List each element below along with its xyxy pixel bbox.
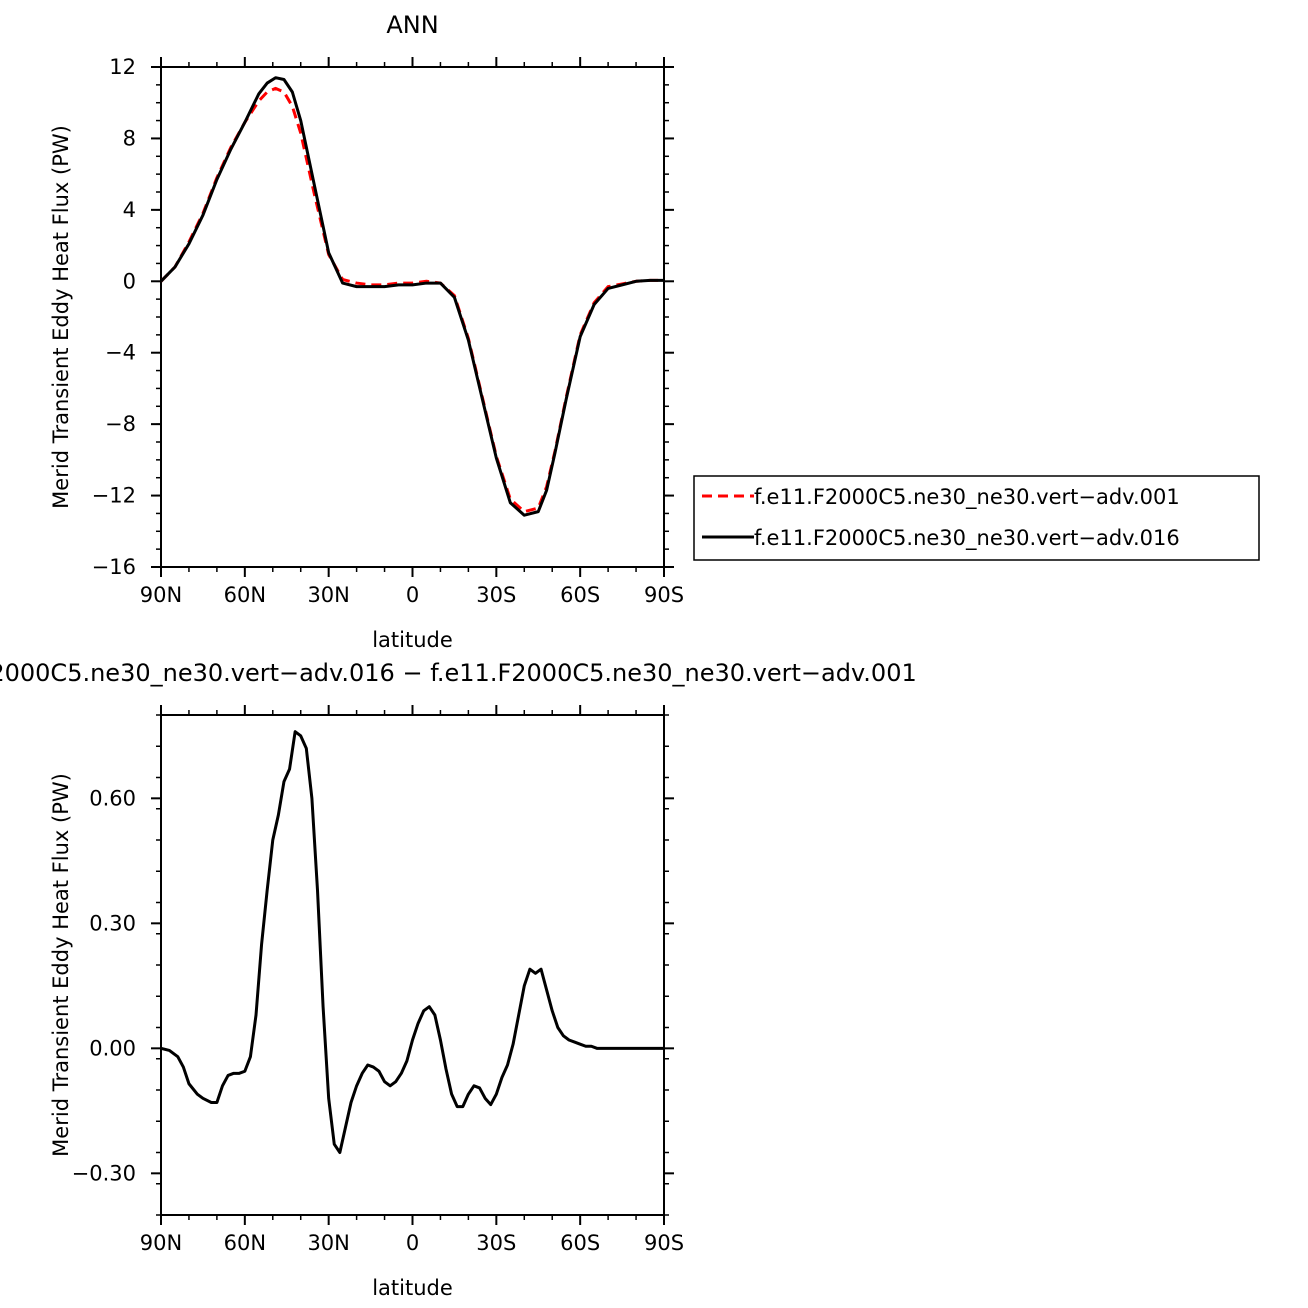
y-tick-label: −12 bbox=[92, 484, 136, 508]
legend-label-1: f.e11.F2000C5.ne30_ne30.vert−adv.001 bbox=[754, 485, 1180, 510]
y-tick-label: 8 bbox=[123, 126, 136, 150]
x-tick-label: 60N bbox=[224, 583, 266, 607]
y-tick-label: 4 bbox=[123, 198, 136, 222]
y-tick-label: −0.30 bbox=[72, 1161, 136, 1185]
x-tick-label: 30S bbox=[476, 583, 516, 607]
difference-line-chart: f.e11.F2000C5.ne30_ne30.vert−adv.016 − f… bbox=[0, 659, 917, 1300]
y-tick-label: −8 bbox=[105, 412, 136, 436]
x-tick-label: 60N bbox=[224, 1231, 266, 1255]
top-line-chart: ANN 90N 60N 30N 0 30S 60S 90S −16 −12 −8 −4 0 4 8 12 lat… bbox=[49, 11, 1260, 652]
y-tick-label: 0.30 bbox=[89, 911, 136, 935]
x-tick-label: 0 bbox=[406, 583, 419, 607]
chart-title: ANN bbox=[386, 11, 438, 39]
y-tick-label: 0.60 bbox=[89, 786, 136, 810]
x-tick-label: 0 bbox=[406, 1231, 419, 1255]
y-tick-label: −4 bbox=[105, 341, 136, 365]
x-tick-label: 30N bbox=[307, 1231, 349, 1255]
series-line-1 bbox=[161, 86, 664, 514]
x-tick-label: 30N bbox=[307, 583, 349, 607]
plot-frame bbox=[160, 714, 665, 1216]
x-tick-label: 60S bbox=[560, 1231, 600, 1255]
series-line-2 bbox=[161, 76, 664, 517]
y-tick-label: 0.00 bbox=[89, 1036, 136, 1060]
x-axis-title: latitude bbox=[372, 628, 453, 652]
x-tick-label: 90S bbox=[644, 583, 684, 607]
legend-box bbox=[693, 475, 1260, 561]
x-tick-label: 30S bbox=[476, 1231, 516, 1255]
x-tick-label: 90S bbox=[644, 1231, 684, 1255]
legend: f.e11.F2000C5.ne30_ne30.vert−adv.001 f.e1… bbox=[693, 475, 1260, 561]
chart-title: f.e11.F2000C5.ne30_ne30.vert−adv.016 − f… bbox=[0, 659, 917, 687]
y-tick-label: −16 bbox=[92, 555, 136, 579]
y-axis-title: Merid Transient Eddy Heat Flux (PW) bbox=[49, 125, 73, 509]
x-axis-title: latitude bbox=[372, 1276, 453, 1300]
legend-label-2: f.e11.F2000C5.ne30_ne30.vert−adv.016 bbox=[754, 526, 1180, 551]
y-tick-label: 0 bbox=[123, 269, 136, 293]
x-tick-label: 90N bbox=[140, 583, 182, 607]
y-axis-title: Merid Transient Eddy Heat Flux (PW) bbox=[49, 773, 73, 1157]
series-line-1 bbox=[161, 730, 664, 1154]
y-tick-label: 12 bbox=[109, 55, 136, 79]
x-tick-label: 60S bbox=[560, 583, 600, 607]
x-tick-label: 90N bbox=[140, 1231, 182, 1255]
